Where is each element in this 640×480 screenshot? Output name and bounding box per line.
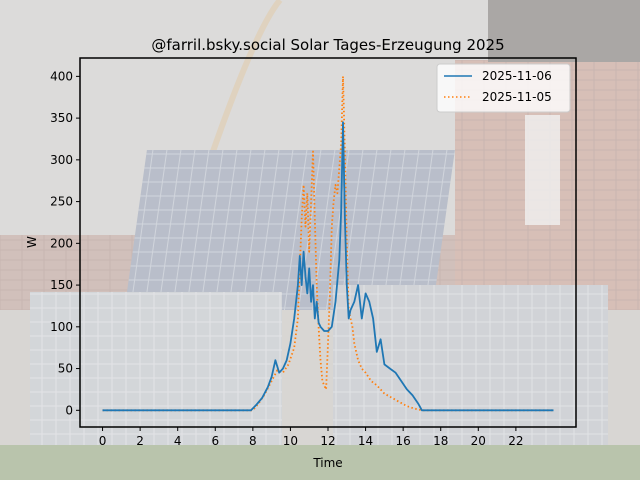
- x-axis-label: Time: [312, 456, 342, 470]
- plot-frame: [79, 57, 577, 428]
- y-axis-label: W: [25, 236, 39, 248]
- y-tick-label: 0: [65, 403, 73, 417]
- x-tick-label: 4: [174, 434, 182, 448]
- y-tick-label: 100: [50, 320, 73, 334]
- legend-label-series-2: 2025-11-05: [482, 90, 552, 104]
- series-lines: [102, 75, 554, 412]
- axis-ticks: 0 2 4 6 8 10 12 14 16 18 20 22 0 50 100 150 200 250 300 350…: [50, 69, 523, 448]
- rainbow-shape: [207, 0, 283, 161]
- series-line-2: [102, 75, 554, 412]
- x-tick-label: 20: [471, 434, 486, 448]
- legend-label-series-1: 2025-11-06: [482, 69, 552, 83]
- x-tick-label: 0: [99, 434, 107, 448]
- y-tick-label: 350: [50, 111, 73, 125]
- y-tick-label: 150: [50, 278, 73, 292]
- y-tick-label: 250: [50, 195, 73, 209]
- x-tick-label: 2: [136, 434, 144, 448]
- y-tick-label: 200: [50, 236, 73, 250]
- x-tick-label: 18: [433, 434, 448, 448]
- x-tick-label: 14: [358, 434, 373, 448]
- y-tick-label: 400: [50, 69, 73, 83]
- chart-title: @farril.bsky.social Solar Tages-Erzeugun…: [151, 36, 504, 54]
- x-tick-label: 16: [396, 434, 411, 448]
- x-tick-label: 6: [211, 434, 219, 448]
- y-tick-label: 50: [58, 362, 73, 376]
- x-tick-label: 12: [320, 434, 335, 448]
- x-tick-label: 22: [508, 434, 523, 448]
- y-tick-label: 300: [50, 153, 73, 167]
- x-tick-label: 10: [283, 434, 298, 448]
- legend: 2025-11-06 2025-11-05: [436, 63, 571, 113]
- x-tick-label: 8: [249, 434, 257, 448]
- series-line-1: [102, 121, 554, 412]
